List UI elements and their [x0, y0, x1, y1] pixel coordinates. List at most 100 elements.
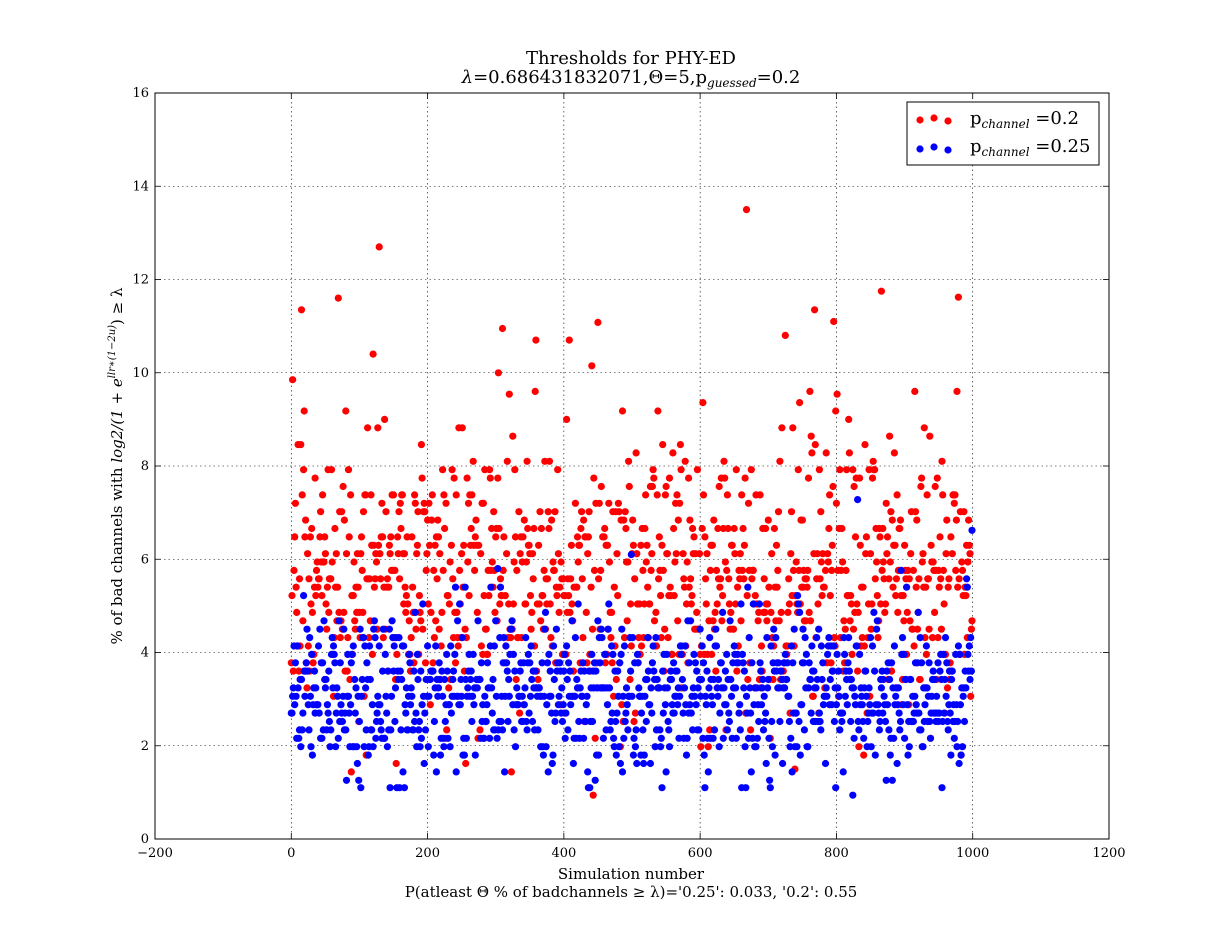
point-channel-0.25 — [474, 617, 482, 625]
point-channel-0.25 — [894, 684, 903, 692]
point-channel-0.2 — [947, 533, 955, 541]
point-channel-0.2 — [721, 558, 730, 566]
point-channel-0.2 — [874, 634, 882, 642]
point-channel-0.2 — [347, 491, 355, 499]
point-channel-0.25 — [482, 717, 490, 726]
point-channel-0.2 — [927, 541, 935, 549]
point-channel-0.2 — [614, 499, 623, 507]
point-channel-0.25 — [526, 692, 535, 700]
point-channel-0.25 — [955, 759, 963, 768]
point-channel-0.2 — [433, 575, 441, 583]
point-channel-0.2 — [887, 508, 895, 516]
point-channel-0.2 — [787, 508, 796, 516]
point-channel-0.2 — [764, 516, 772, 524]
point-channel-0.25 — [880, 692, 888, 700]
point-channel-0.25 — [925, 659, 933, 667]
point-channel-0.25 — [901, 734, 909, 742]
point-channel-0.25 — [604, 625, 612, 633]
point-channel-0.25 — [838, 717, 846, 726]
point-channel-0.25 — [967, 634, 975, 642]
point-channel-0.2 — [747, 726, 755, 734]
point-channel-0.2 — [555, 608, 563, 617]
point-channel-0.2 — [413, 541, 421, 549]
point-channel-0.2 — [647, 566, 655, 575]
point-channel-0.25 — [620, 642, 629, 650]
point-channel-0.25 — [466, 675, 475, 684]
point-channel-0.2 — [389, 491, 398, 499]
point-channel-0.25 — [943, 717, 952, 726]
point-channel-0.25 — [319, 659, 327, 667]
legend-entry-blue: pchannel =0.25 — [916, 136, 1090, 159]
point-channel-0.25 — [383, 709, 391, 717]
point-channel-0.2 — [461, 625, 469, 633]
point-channel-0.25 — [545, 650, 553, 659]
point-channel-0.25 — [753, 684, 761, 692]
point-channel-0.25 — [594, 617, 602, 625]
point-channel-0.2 — [856, 474, 864, 482]
point-channel-0.25 — [409, 726, 417, 734]
point-channel-0.2 — [300, 407, 308, 415]
x-tick-label: 800 — [824, 846, 849, 861]
point-channel-0.25 — [817, 726, 825, 734]
y-axis-label: % of bad channels with log2/(1 + ellr∗(1… — [107, 287, 126, 645]
point-channel-0.25 — [325, 717, 333, 726]
point-channel-0.25 — [603, 701, 612, 709]
point-channel-0.25 — [359, 634, 368, 642]
point-channel-0.25 — [571, 692, 579, 700]
x-tick-label: 200 — [415, 846, 440, 861]
point-channel-0.25 — [716, 709, 724, 717]
point-channel-0.2 — [590, 474, 598, 482]
point-channel-0.2 — [841, 625, 849, 633]
point-channel-0.2 — [768, 550, 776, 558]
point-channel-0.2 — [625, 457, 633, 465]
point-channel-0.2 — [291, 499, 299, 507]
point-channel-0.25 — [312, 684, 320, 692]
point-channel-0.25 — [449, 675, 457, 684]
point-channel-0.25 — [558, 717, 567, 726]
legend-red-sub: channel — [982, 117, 1030, 131]
point-channel-0.25 — [717, 659, 725, 667]
point-channel-0.25 — [647, 684, 655, 692]
point-channel-0.25 — [413, 650, 421, 659]
point-channel-0.25 — [294, 684, 302, 692]
point-channel-0.2 — [477, 550, 485, 558]
point-channel-0.2 — [426, 701, 434, 709]
point-channel-0.25 — [381, 734, 389, 742]
point-channel-0.2 — [351, 617, 359, 625]
point-channel-0.25 — [559, 701, 567, 709]
point-channel-0.2 — [666, 583, 674, 591]
point-channel-0.2 — [967, 625, 976, 633]
point-channel-0.2 — [453, 608, 461, 617]
point-channel-0.2 — [862, 533, 871, 541]
lambda-symbol: λ — [461, 67, 473, 88]
point-channel-0.25 — [546, 667, 554, 675]
point-channel-0.25 — [663, 650, 671, 659]
point-channel-0.25 — [677, 650, 685, 659]
point-channel-0.2 — [845, 415, 853, 423]
point-channel-0.25 — [456, 701, 464, 709]
point-channel-0.25 — [613, 709, 621, 717]
point-channel-0.2 — [464, 558, 472, 566]
point-channel-0.2 — [860, 642, 869, 650]
point-channel-0.25 — [742, 784, 750, 792]
point-channel-0.2 — [320, 558, 328, 566]
chart-subtitle: λ=0.686431832071,Θ=5,pguessed=0.2 — [461, 67, 801, 90]
point-channel-0.25 — [420, 759, 428, 768]
point-channel-0.2 — [814, 600, 822, 608]
point-channel-0.25 — [656, 726, 664, 734]
point-channel-0.25 — [473, 684, 481, 692]
point-channel-0.25 — [390, 642, 398, 650]
point-channel-0.2 — [515, 508, 523, 516]
point-channel-0.25 — [476, 675, 484, 684]
point-channel-0.25 — [882, 776, 890, 784]
point-channel-0.25 — [608, 642, 616, 650]
point-channel-0.25 — [714, 675, 723, 684]
point-channel-0.25 — [874, 701, 882, 709]
point-channel-0.25 — [344, 692, 353, 700]
point-channel-0.2 — [765, 583, 773, 591]
point-channel-0.25 — [916, 634, 924, 642]
point-channel-0.25 — [523, 726, 531, 734]
point-channel-0.25 — [732, 684, 740, 692]
point-channel-0.2 — [937, 625, 946, 633]
point-channel-0.25 — [436, 751, 445, 759]
